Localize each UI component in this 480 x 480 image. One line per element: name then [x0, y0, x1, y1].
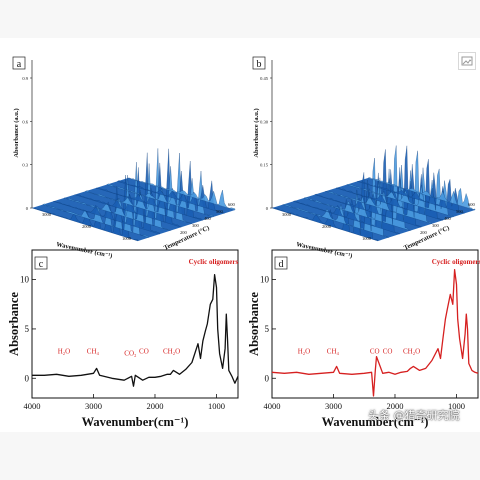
surface-ridge	[357, 179, 465, 214]
y-tick-label: 5	[265, 324, 270, 334]
peak-annotation: H₂O	[58, 348, 71, 356]
t-tick-label: 300	[192, 223, 200, 228]
t-tick-label: 600	[468, 202, 476, 207]
t-tick-label: 400	[444, 216, 452, 221]
z-tick-label: 0.30	[260, 119, 269, 124]
panel-letter: c	[39, 259, 44, 270]
t-tick-label: 500	[216, 209, 224, 214]
x-tick-label: 3000	[325, 401, 342, 411]
x-tick-label: 3000	[282, 212, 292, 217]
peak-annotation: CH₄	[87, 348, 100, 356]
x-tick-label: 4000	[24, 401, 41, 411]
x-tick-label: 2000	[386, 401, 403, 411]
x-tick-label: 1000	[362, 236, 372, 241]
y-tick-label: 10	[260, 275, 270, 285]
z-axis-label: Absorbance (a.u.)	[13, 108, 20, 157]
panel-b: b 0 0.15 0.30 0.45 Absorbance (a.u.) 3000 2000 1…	[252, 56, 476, 260]
z-tick-label: 0.3	[22, 163, 28, 168]
x-tick-label: 1000	[122, 236, 132, 241]
x-tick-label: 4000	[264, 401, 281, 411]
x-tick-label: 2000	[146, 401, 163, 411]
top-margin	[0, 0, 480, 38]
panel-letter-box	[274, 256, 288, 270]
watermark-text: 头条 @猎奇研究院	[368, 409, 460, 422]
x-tick-label: 1000	[208, 401, 225, 411]
y-axis-label: Absorbance	[7, 292, 21, 356]
x-tick-label: 3000	[42, 212, 52, 217]
peak-annotation: CH₂O	[163, 348, 180, 356]
peak-annotation: CO	[139, 348, 149, 356]
peak-annotation: CO₂	[124, 350, 137, 358]
panel-letter: d	[279, 259, 284, 270]
y-tick-label: 5	[25, 324, 30, 334]
surface-ridge	[84, 152, 193, 224]
panel-a: a 0 0.3 0.6 0.9 Absorbance (a.u.) 3000 2000 1000…	[12, 56, 236, 260]
bottom-margin	[0, 432, 480, 480]
x-tick-label: 2000	[82, 224, 92, 229]
panel-letter-box	[252, 56, 266, 70]
z-axis-label: Absorbance (a.u.)	[253, 108, 260, 157]
peak-annotation: Cyclic oligomers	[432, 258, 480, 266]
z-tick-label: 0	[26, 206, 29, 211]
t-tick-label: 200	[180, 230, 188, 235]
t-tick-label: 200	[420, 230, 428, 235]
x-tick-label: 2000	[322, 224, 332, 229]
panel-letter-box	[12, 56, 26, 70]
t-tick-label: 500	[456, 209, 464, 214]
surface-ridge	[367, 177, 476, 211]
peak-annotation: CH₄	[327, 348, 340, 356]
series-line	[271, 269, 479, 397]
peak-annotation: H₂O	[298, 348, 311, 356]
peak-annotation: Cyclic oligomers	[189, 258, 239, 266]
panel-letter: a	[17, 59, 22, 70]
t-tick-label: 300	[432, 223, 440, 228]
x-axis-label: Wavenumber(cm⁻¹)	[322, 415, 429, 429]
peak-annotation: CH₂O	[403, 348, 420, 356]
surface-ridge	[127, 177, 236, 211]
z-tick-label: 0.45	[260, 76, 269, 81]
panel-c: c 0 5 10 4000 3000 2000 1000 Wavenumber(cm⁻¹) Abs…	[7, 249, 239, 429]
image-icon[interactable]	[458, 52, 476, 70]
image-glyph	[461, 56, 473, 66]
y-tick-label: 10	[20, 275, 30, 285]
peak-annotation: CO	[383, 348, 393, 356]
x-tick-label: 1000	[448, 401, 465, 411]
z-tick-label: 0.9	[22, 76, 28, 81]
plot-frame	[31, 249, 239, 399]
x-axis-label: Wavenumber(cm⁻¹)	[82, 415, 189, 429]
z-tick-label: 0.15	[260, 163, 269, 168]
series-line	[32, 274, 239, 387]
z-tick-label: 0	[266, 206, 269, 211]
z-tick-label: 0.6	[22, 119, 28, 124]
figure-frame: a 0 0.3 0.6 0.9 Absorbance (a.u.) 3000 2000 1000…	[0, 38, 480, 432]
panel-letter: b	[257, 59, 262, 70]
t-tick-label: 600	[228, 202, 236, 207]
y-tick-label: 0	[265, 373, 270, 383]
surface-ridge	[63, 148, 171, 231]
panel-letter-box	[34, 256, 48, 270]
y-axis-label: Absorbance	[247, 292, 261, 356]
y-tick-label: 0	[25, 373, 30, 383]
x-tick-label: 3000	[85, 401, 102, 411]
plot-frame	[271, 249, 479, 399]
t-tick-label: 400	[204, 216, 212, 221]
panel-d: d 0 5 10 4000 3000 2000 1000 Wavenumber(cm⁻¹) Abs…	[247, 249, 480, 429]
peak-annotation: CO	[370, 348, 380, 356]
